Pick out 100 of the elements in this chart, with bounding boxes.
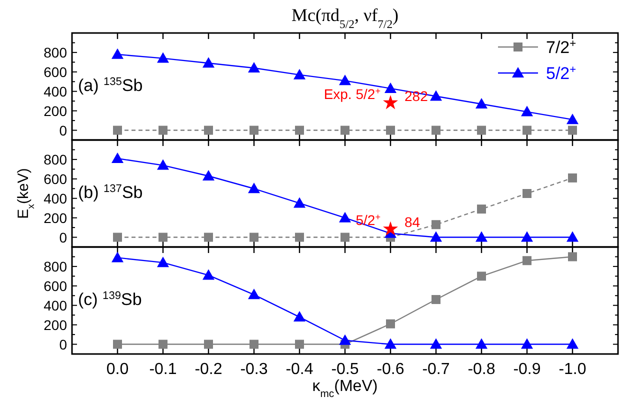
x-tick-label: -0.9	[513, 361, 541, 378]
chart-title: Mc(πd$_{5/2}$, νf$_{7/2}$)	[291, 5, 399, 30]
point	[566, 338, 578, 349]
y-tick-label: 200	[44, 316, 68, 333]
point	[204, 126, 213, 135]
y-tick-label: 0	[59, 122, 68, 138]
point	[476, 98, 488, 109]
point	[294, 197, 306, 208]
x-tick-label: -0.4	[286, 361, 314, 378]
point	[248, 62, 260, 73]
point	[384, 82, 396, 93]
y-tick-label: 400	[44, 83, 68, 100]
point	[477, 126, 486, 135]
y-tick-label: 400	[44, 297, 68, 314]
point	[476, 231, 488, 242]
point	[566, 231, 578, 242]
point	[339, 334, 351, 345]
y-tick-label: 600	[44, 64, 68, 80]
point	[250, 126, 258, 135]
point	[295, 126, 304, 135]
point	[158, 232, 168, 242]
point	[522, 189, 532, 198]
point	[477, 272, 486, 281]
point	[340, 126, 350, 135]
point	[382, 221, 398, 236]
point	[339, 74, 351, 86]
point	[112, 48, 124, 59]
point	[157, 256, 169, 268]
point	[522, 256, 532, 266]
y-tick-label: 600	[44, 170, 68, 187]
y-tick-label: 200	[44, 102, 68, 119]
x-tick-label: -0.7	[422, 361, 450, 378]
data-label: 84	[404, 214, 420, 230]
point	[476, 338, 488, 349]
point	[566, 114, 578, 124]
point	[250, 232, 258, 242]
point	[568, 126, 577, 135]
x-tick-label: -1.0	[558, 361, 586, 378]
y-tick-label: 400	[44, 190, 68, 206]
y-tick-label: 800	[44, 258, 68, 274]
x-tick-label: -0.2	[194, 361, 222, 378]
x-tick-label: -0.1	[149, 361, 177, 378]
point	[386, 126, 395, 135]
point	[432, 220, 440, 230]
point	[157, 159, 169, 170]
legend-label: 5/2$^{+}$	[546, 64, 576, 83]
point	[248, 288, 260, 300]
x-axis-title: κ$_{mc}$(MeV)	[312, 378, 378, 400]
point	[386, 319, 395, 328]
annotation: Exp. 5/2$^{+}$	[324, 86, 380, 102]
point	[157, 52, 169, 63]
point	[248, 182, 260, 194]
point	[430, 338, 442, 349]
y-tick-label: 600	[44, 278, 68, 294]
point	[430, 231, 442, 242]
point	[294, 68, 306, 80]
x-tick-label: -0.8	[468, 361, 496, 378]
y-tick-label: 800	[44, 44, 68, 60]
point	[204, 340, 213, 349]
point	[568, 252, 577, 262]
point	[202, 57, 214, 68]
point	[432, 126, 440, 135]
point	[521, 106, 533, 116]
point	[202, 269, 214, 280]
y-tick-label: 800	[44, 151, 68, 168]
point	[340, 232, 350, 242]
point	[295, 340, 304, 349]
data-label: 282	[404, 88, 428, 104]
point	[430, 90, 442, 101]
point	[568, 173, 577, 182]
point	[382, 94, 398, 110]
y-tick-label: 200	[44, 210, 68, 226]
y-tick-label: 0	[59, 336, 68, 352]
x-tick-label: -0.3	[240, 361, 268, 378]
point	[204, 232, 213, 242]
point	[295, 232, 304, 242]
point	[477, 204, 486, 214]
y-tick-label: 0	[59, 229, 68, 246]
point	[294, 311, 306, 322]
point	[339, 212, 351, 222]
point	[113, 232, 122, 242]
point	[113, 340, 122, 349]
point	[250, 340, 258, 349]
point	[158, 126, 168, 135]
point	[521, 338, 533, 349]
point	[202, 170, 214, 180]
point	[432, 295, 440, 304]
point	[384, 338, 396, 349]
annotation: (b) $^{137}$Sb	[78, 183, 143, 202]
annotation: (c) $^{139}$Sb	[78, 290, 142, 309]
point	[521, 231, 533, 242]
point	[112, 252, 124, 262]
legend-label: 7/2$^{+}$	[546, 38, 576, 57]
point	[522, 126, 532, 135]
x-tick-label: -0.5	[331, 361, 359, 378]
point	[158, 340, 168, 349]
x-tick-label: 0.0	[106, 361, 129, 378]
annotation: (a) $^{135}$Sb	[78, 76, 143, 95]
point	[113, 126, 122, 135]
annotation: 5/2$^{+}$	[356, 212, 380, 228]
